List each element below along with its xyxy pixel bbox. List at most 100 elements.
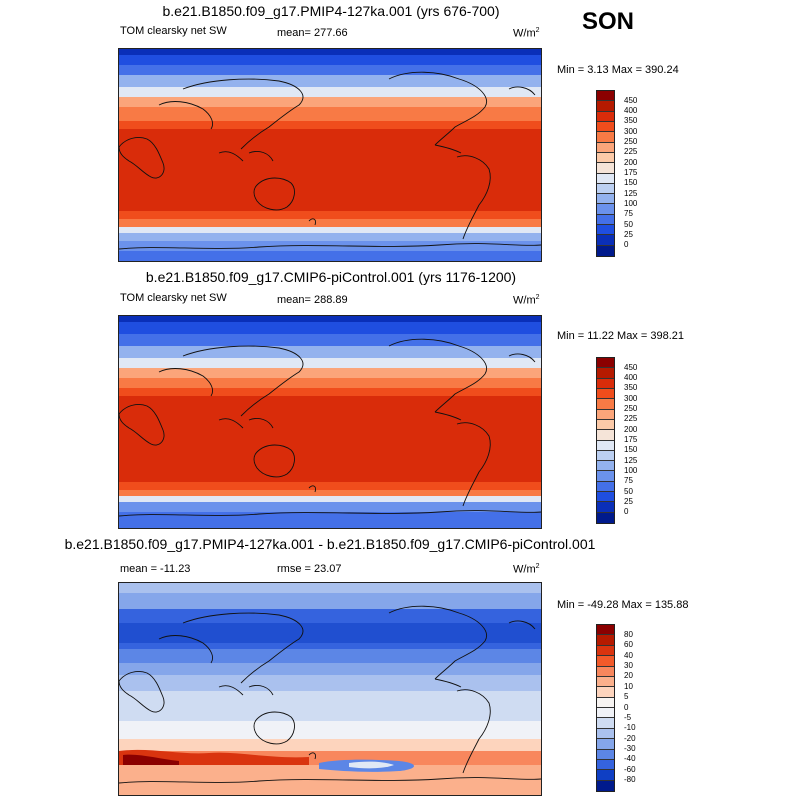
colorbar-swatch: [597, 656, 614, 667]
colorbar-swatch: [597, 759, 614, 771]
colorbar-swatch: [597, 419, 614, 431]
colorbar-tick-label: 150: [624, 445, 638, 455]
colorbar-swatch: [597, 194, 614, 205]
colorbar-swatch: [597, 101, 614, 112]
season-label: SON: [582, 8, 635, 35]
colorbar-tick-label: 250: [624, 137, 638, 147]
colorbar-tick-label: 225: [624, 147, 638, 157]
panel-3-rmse: rmse = 23.07: [277, 563, 342, 575]
panel-2-units: W/m2: [513, 294, 540, 307]
colorbar-tick-label: 60: [624, 640, 633, 650]
colorbar-tick-label: 175: [624, 435, 638, 444]
colorbar-swatch: [597, 739, 614, 750]
colorbar-tick-label: -80: [624, 775, 636, 785]
panel-1-mean: mean= 277.66: [277, 27, 348, 39]
colorbar-swatch: [597, 399, 614, 410]
colorbar-swatch: [597, 152, 614, 164]
colorbar-tick-label: 125: [624, 455, 638, 465]
colorbar-tick-label: 400: [624, 373, 638, 383]
colorbar-swatch: [597, 409, 614, 420]
colorbar-swatch: [597, 770, 614, 781]
colorbar-swatch: [597, 687, 614, 698]
colorbar-swatch: [597, 450, 614, 462]
colorbar-swatch: [597, 461, 614, 472]
colorbar-tick-label: 300: [624, 126, 638, 136]
panel-3-map: [118, 582, 542, 796]
panel-2-title: b.e21.B1850.f09_g17.CMIP6-piControl.001 …: [145, 269, 517, 285]
colorbar-tick-label: 200: [624, 157, 638, 167]
colorbar-tick-label: 75: [624, 476, 633, 486]
colorbar-swatch: [597, 245, 614, 256]
colorbar-tick-label: 0: [624, 507, 629, 517]
colorbar-tick-label: 80: [624, 629, 633, 639]
colorbar-swatch: [597, 708, 614, 719]
colorbar-swatch: [597, 676, 614, 688]
colorbar-swatch: [597, 91, 614, 102]
colorbar-tick-label: 350: [624, 116, 638, 126]
colorbar-swatch: [597, 235, 614, 246]
panel-3-mean: mean = -11.23: [120, 563, 191, 575]
panel-3-title: b.e21.B1850.f09_g17.PMIP4-127ka.001 - b.…: [64, 536, 596, 552]
colorbar-tick-label: 5: [624, 692, 629, 702]
colorbar-swatch: [597, 142, 614, 153]
panel-3-minmax: Min = -49.28 Max = 135.88: [557, 599, 689, 611]
colorbar-swatch: [597, 481, 614, 493]
colorbar-tick-label: 450: [624, 362, 638, 372]
colorbar-tick-label: 40: [624, 650, 633, 660]
colorbar-swatch: [597, 471, 614, 482]
colorbar-swatch: [597, 728, 614, 740]
colorbar-tick-label: 100: [624, 465, 638, 475]
colorbar-tick-label: 125: [624, 188, 638, 198]
colorbar-tick-label: 75: [624, 209, 633, 219]
panel-2-map: [118, 315, 542, 529]
colorbar-swatch: [597, 645, 614, 657]
colorbar-swatch: [597, 512, 614, 523]
colorbar-tick-label: -20: [624, 733, 636, 743]
colorbar-tick-label: -10: [624, 723, 636, 733]
colorbar-swatch: [597, 163, 614, 174]
colorbar-tick-label: 300: [624, 393, 638, 403]
panel-3-units: W/m2: [513, 563, 540, 576]
panel-2-minmax: Min = 11.22 Max = 398.21: [557, 330, 684, 342]
colorbar-swatch: [597, 225, 614, 236]
panel-1-colorbar: [596, 90, 615, 257]
panel-1-title: b.e21.B1850.f09_g17.PMIP4-127ka.001 (yrs…: [162, 3, 500, 19]
colorbar-swatch: [597, 132, 614, 143]
colorbar-tick-label: 0: [624, 702, 629, 712]
colorbar-tick-label: 30: [624, 661, 633, 670]
colorbar-swatch: [597, 111, 614, 122]
colorbar-swatch: [597, 625, 614, 636]
colorbar-tick-label: -60: [624, 764, 636, 774]
panel-2-variable-label: TOM clearsky net SW: [120, 292, 227, 304]
colorbar-swatch: [597, 368, 614, 379]
colorbar-swatch: [597, 492, 614, 503]
colorbar-swatch: [597, 183, 614, 195]
colorbar-tick-label: 350: [624, 383, 638, 393]
colorbar-tick-label: 400: [624, 106, 638, 116]
panel-3-colorbar: [596, 624, 615, 792]
colorbar-swatch: [597, 697, 614, 708]
colorbar-tick-label: 0: [624, 240, 629, 250]
colorbar-swatch: [597, 430, 614, 441]
panel-1-minmax: Min = 3.13 Max = 390.24: [557, 64, 679, 76]
panel-1-units: W/m2: [513, 27, 540, 40]
colorbar-swatch: [597, 378, 614, 389]
colorbar-tick-label: -30: [624, 744, 636, 753]
panel-2-colorbar: [596, 357, 615, 524]
colorbar-swatch: [597, 440, 614, 451]
colorbar-swatch: [597, 121, 614, 133]
colorbar-swatch: [597, 635, 614, 646]
colorbar-tick-label: 20: [624, 671, 633, 681]
colorbar-swatch: [597, 749, 614, 760]
colorbar-tick-label: 175: [624, 168, 638, 177]
colorbar-swatch: [597, 358, 614, 369]
colorbar-swatch: [597, 780, 614, 791]
colorbar-swatch: [597, 204, 614, 215]
panel-2-mean: mean= 288.89: [277, 294, 348, 306]
colorbar-swatch: [597, 388, 614, 400]
colorbar-swatch: [597, 502, 614, 513]
colorbar-tick-label: -5: [624, 712, 632, 722]
colorbar-tick-label: 225: [624, 414, 638, 424]
colorbar-tick-label: 50: [624, 219, 633, 229]
colorbar-tick-label: 25: [624, 496, 633, 506]
